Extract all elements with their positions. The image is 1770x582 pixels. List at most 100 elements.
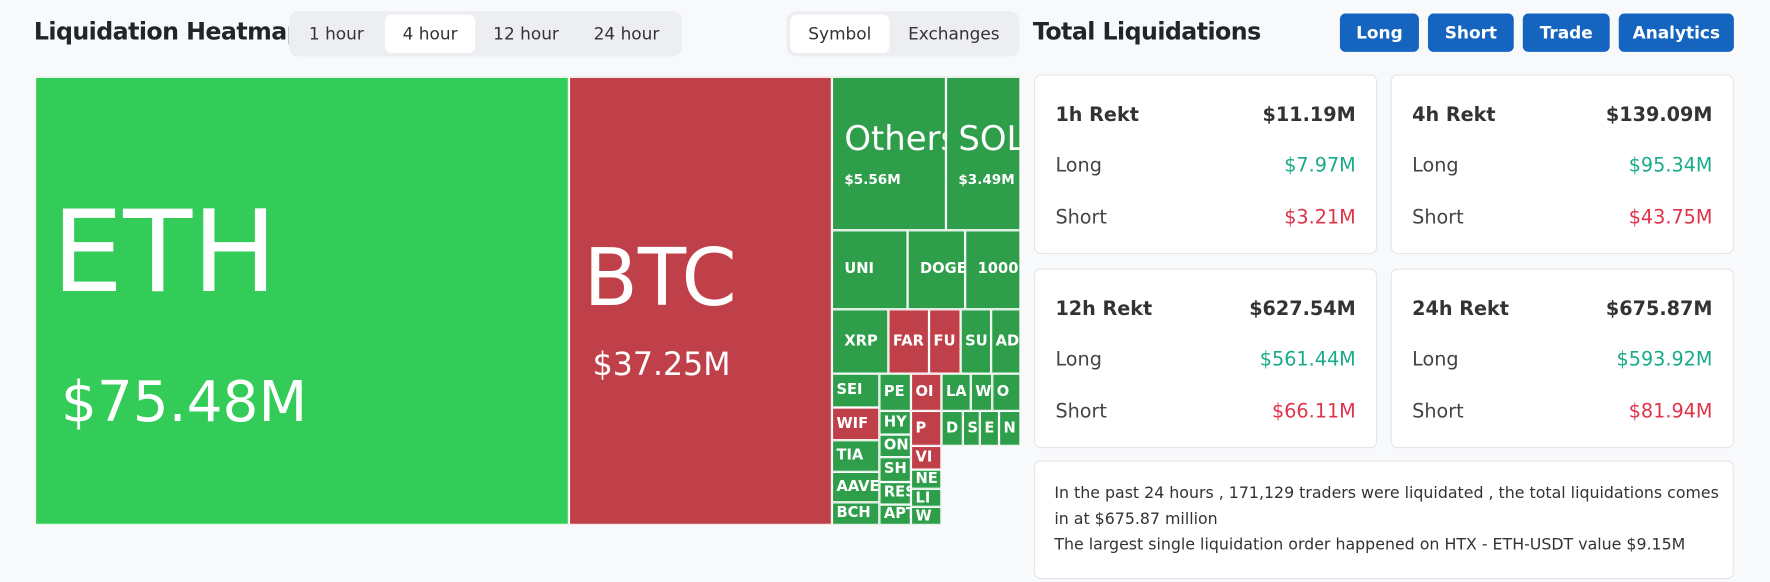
tile-value: $3.49M	[958, 171, 1015, 188]
row-label: Long	[1055, 348, 1102, 372]
row-label: Short	[1055, 400, 1107, 424]
row-value: $3.21M	[1284, 206, 1356, 230]
nav-button[interactable]: Short	[1427, 13, 1514, 52]
tile-label: W	[975, 383, 992, 401]
heatmap-tile[interactable]: ETH $75.48M	[34, 76, 569, 525]
card-title: 4h Rekt	[1412, 103, 1496, 127]
heatmap-tile[interactable]: VI	[910, 445, 942, 470]
nav-button[interactable]: Trade	[1522, 13, 1610, 52]
heatmap: ETH $75.48M BTC $37.25M Others $5.56M SOL $3.49…	[34, 76, 1020, 525]
row-value: $43.75M	[1628, 206, 1713, 230]
heatmap-tile[interactable]: AD	[991, 309, 1020, 374]
tile-label: SOL	[958, 119, 1020, 160]
tile-label: SH	[883, 460, 907, 478]
heatmap-tile[interactable]: O	[992, 373, 1020, 411]
time-tab[interactable]: 4 hour	[384, 14, 476, 54]
heatmap-tile[interactable]: OI	[910, 373, 942, 411]
row-label: Long	[1412, 348, 1459, 372]
card-row: Long $95.34M	[1412, 155, 1712, 178]
heatmap-tile[interactable]: Others $5.56M	[831, 76, 946, 231]
row-label: Short	[1412, 206, 1464, 230]
heatmap-tile[interactable]: DOGE	[907, 230, 966, 310]
heatmap-tile[interactable]: 1000F	[965, 230, 1020, 310]
nav-button[interactable]: Analytics	[1618, 13, 1734, 52]
time-tab[interactable]: 12 hour	[493, 23, 559, 45]
heatmap-tile[interactable]: FAR	[888, 309, 930, 374]
stat-card: 12h Rekt $627.54M Long $561.44M Short $66.11M	[1034, 268, 1378, 449]
stat-card: 1h Rekt $11.19M Long $7.97M Short $3.21M	[1034, 74, 1378, 254]
heatmap-tile[interactable]: LA	[941, 373, 971, 411]
tile-label: ETH	[51, 186, 278, 319]
heatmap-tile[interactable]: RES	[879, 482, 911, 505]
heatmap-tile[interactable]: NE	[910, 469, 942, 489]
card-row: Short $3.21M	[1055, 207, 1355, 230]
tile-label: OI	[915, 383, 934, 401]
card-total: $139.09M	[1605, 103, 1713, 127]
tile-label: WIF	[836, 414, 869, 432]
row-value: $81.94M	[1628, 400, 1713, 424]
heatmap-tile[interactable]: SH	[879, 457, 911, 483]
tile-label: ON	[883, 436, 909, 454]
note-line: The largest single liquidation order hap…	[1054, 536, 1686, 555]
tile-label: BCH	[836, 504, 871, 522]
heatmap-tile[interactable]: TIA	[831, 440, 880, 472]
heatmap-tile[interactable]: S	[962, 410, 980, 446]
heatmap-tile[interactable]: PE	[879, 373, 911, 411]
heatmap-tile[interactable]: SOL $3.49M	[945, 76, 1020, 231]
tile-label: AD	[995, 332, 1020, 350]
heatmap-tile[interactable]: W	[910, 506, 942, 525]
heatmap-tile[interactable]: N	[999, 410, 1020, 446]
heatmap-tile[interactable]: SEI	[831, 373, 880, 408]
tile-label: Others	[844, 119, 944, 160]
view-tab[interactable]: Exchanges	[908, 23, 1000, 45]
time-tab[interactable]: 1 hour	[308, 23, 364, 45]
card-row: Long $7.97M	[1055, 155, 1355, 178]
stat-card: 24h Rekt $675.87M Long $593.92M Short $81.94M	[1390, 268, 1734, 449]
row-label: Short	[1412, 400, 1464, 424]
tile-label: E	[984, 419, 995, 437]
heatmap-tile[interactable]: UNI	[831, 230, 908, 310]
heatmap-tile[interactable]: E	[979, 410, 1000, 446]
card-row: Short $43.75M	[1412, 207, 1712, 230]
heatmap-tile[interactable]: W	[970, 373, 993, 411]
time-tab[interactable]: 24 hour	[593, 23, 660, 45]
heatmap-tile[interactable]: LI	[910, 488, 942, 507]
heatmap-tile[interactable]: APT	[879, 504, 911, 525]
time-tabs: 1 hour 4 hour 12 hour 24 hour	[288, 11, 682, 57]
heatmap-tile[interactable]: WIF	[831, 407, 880, 441]
summary-title: Total Liquidations	[1032, 18, 1261, 46]
row-value: $66.11M	[1272, 400, 1356, 424]
heatmap-tile[interactable]: ON	[879, 434, 911, 458]
heatmap-tile[interactable]: P	[910, 410, 942, 446]
row-label: Long	[1055, 154, 1102, 178]
heatmap-tile[interactable]: SU	[960, 309, 992, 374]
tile-label: SU	[965, 332, 988, 350]
heatmap-tile[interactable]: D	[941, 410, 963, 446]
heatmap-tile[interactable]: HY	[879, 410, 911, 435]
tile-value: $5.56M	[844, 171, 901, 188]
tile-label: APT	[883, 505, 910, 523]
tile-label: S	[967, 419, 978, 437]
card-header: 4h Rekt $139.09M	[1412, 104, 1712, 127]
tile-value: $75.48M	[60, 369, 308, 435]
heatmap-tile[interactable]: AAVE	[831, 471, 880, 503]
heatmap-tile[interactable]: XRP	[831, 309, 889, 374]
stat-card: 4h Rekt $139.09M Long $95.34M Short $43.75M	[1390, 74, 1734, 254]
tile-label: HY	[883, 413, 907, 431]
row-value: $95.34M	[1628, 154, 1713, 178]
heatmap-tile[interactable]: BTC $37.25M	[568, 76, 832, 525]
row-label: Long	[1412, 154, 1459, 178]
card-total: $627.54M	[1249, 298, 1356, 321]
heatmap-tile[interactable]: BCH	[831, 502, 880, 525]
note-text: In the past 24 hours , 171,129 traders w…	[1054, 481, 1720, 559]
tile-label: VI	[915, 448, 933, 466]
tile-label: AAVE	[836, 478, 880, 495]
nav-button[interactable]: Long	[1339, 13, 1419, 52]
view-tab[interactable]: Symbol	[790, 14, 890, 54]
note-card: In the past 24 hours , 171,129 traders w…	[1034, 460, 1734, 580]
heatmap-tile[interactable]: FU	[929, 309, 961, 374]
row-value: $593.92M	[1616, 348, 1713, 372]
tile-label: LA	[945, 383, 967, 401]
